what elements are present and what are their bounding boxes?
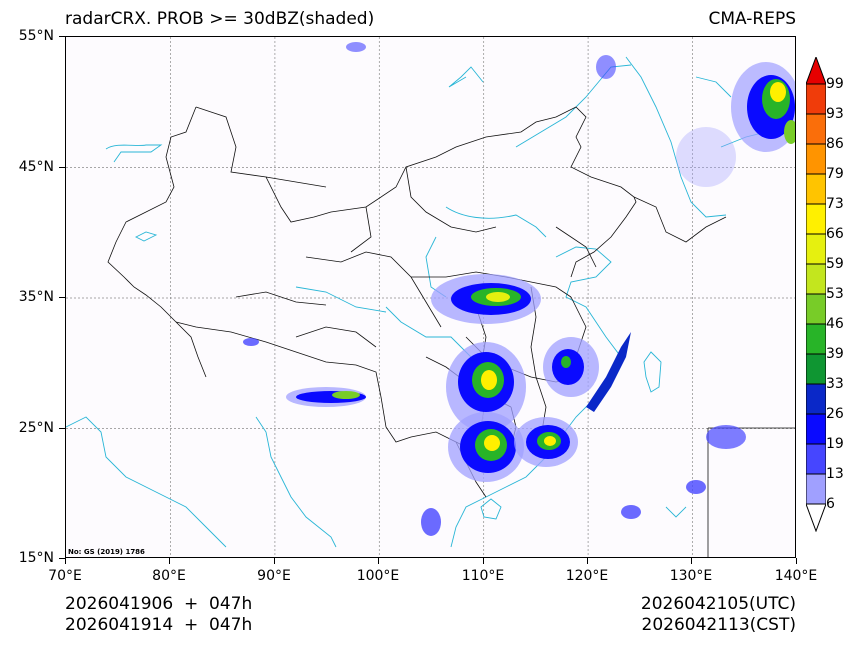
lon-tick [587,558,588,564]
colorbar [806,57,826,532]
colorbar-label: 93 [826,106,844,122]
colorbar-label: 26 [826,406,844,422]
colorbar-label: 13 [826,466,844,482]
lon-label: 90°E [257,568,291,584]
lon-label: 110°E [461,568,505,584]
lon-tick [796,558,797,564]
lon-tick [691,558,692,564]
map-canvas [66,37,795,557]
lat-tick [59,167,65,168]
lon-label: 130°E [669,568,713,584]
lon-label: 140°E [774,568,818,584]
title-right: CMA-REPS [708,9,796,29]
colorbar-extend-min [806,503,826,532]
lat-label: 55°N [18,28,54,44]
init-time-block: 2026041906 + 047h 2026041914 + 047h [65,594,252,636]
colorbar-label: 33 [826,376,844,392]
colorbar-label: 19 [826,436,844,452]
valid-time-cst: 2026042113(CST) [641,615,796,635]
colorbar-label: 59 [826,256,844,272]
valid-time-utc: 2026042105(UTC) [640,594,796,614]
lon-label: 120°E [565,568,609,584]
lon-label: 80°E [152,568,186,584]
colorbar-label: 66 [826,226,844,242]
colorbar-label: 73 [826,196,844,212]
colorbar-label: 53 [826,286,844,302]
colorbar-label: 39 [826,346,844,362]
lon-tick [378,558,379,564]
map-panel [65,36,796,558]
colorbar-label: 86 [826,136,844,152]
lon-label: 100°E [356,568,400,584]
lon-tick [483,558,484,564]
init-time-cst: 2026041914 + 047h [65,615,253,635]
colorbar-label: 79 [826,166,844,182]
coastlines [66,56,792,548]
lat-label: 25°N [18,420,54,436]
init-time-utc: 2026041906 + 047h [65,594,253,614]
colorbar-extend-max [806,57,826,85]
lon-tick [65,558,66,564]
map-approval-note: No: GS (2019) 1786 [68,548,145,556]
lon-tick [169,558,170,564]
lat-tick [59,36,65,37]
colorbar-label: 99 [826,76,844,92]
valid-time-block: 2026042105(UTC) 2026042113(CST) [641,594,796,636]
lon-label: 70°E [48,568,82,584]
colorbar-label: 46 [826,316,844,332]
graticule [66,37,795,557]
colorbar-label: 6 [826,496,835,512]
lat-label: 15°N [18,550,54,566]
title-left: radarCRX. PROB >= 30dBZ(shaded) [65,9,375,29]
lat-tick [59,558,65,559]
lat-tick [59,297,65,298]
lat-tick [59,428,65,429]
probability-shading [243,42,795,536]
lat-label: 35°N [18,289,54,305]
lon-tick [274,558,275,564]
lat-label: 45°N [18,159,54,175]
